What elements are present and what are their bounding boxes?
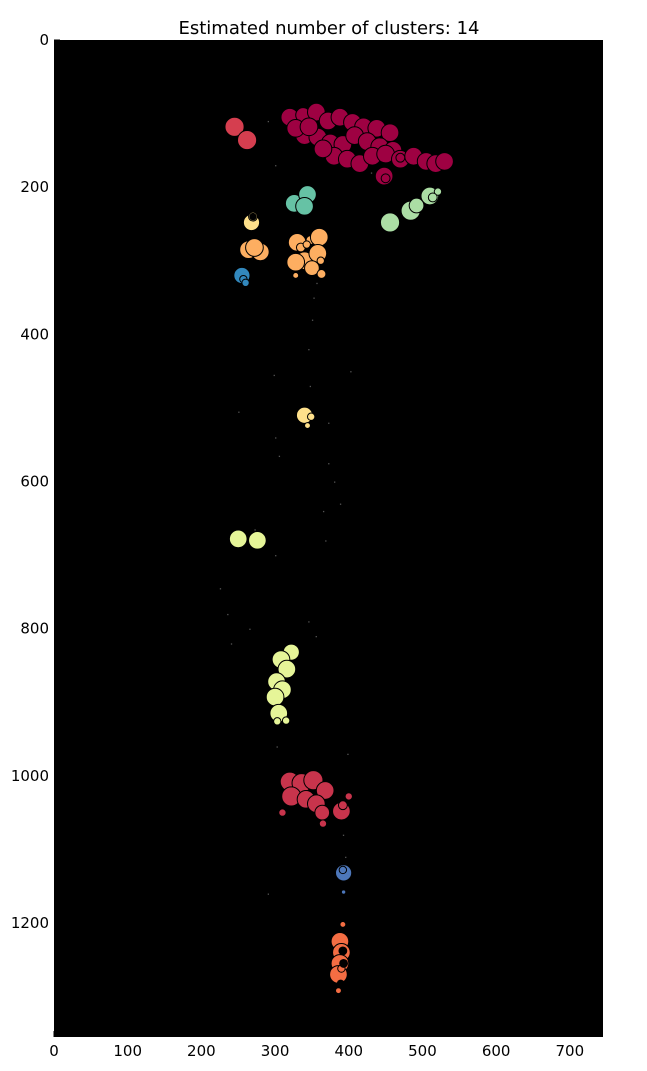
cluster-point <box>248 530 267 550</box>
y-tick-label: 0 <box>39 31 49 49</box>
noise-speckle <box>322 510 325 513</box>
noise-speckle <box>370 172 373 174</box>
cluster-point <box>304 422 311 430</box>
y-tick-label: 1200 <box>11 914 49 932</box>
cluster-point <box>338 865 348 875</box>
y-axis: 0 200 400 600 800 1000 1200 <box>11 31 60 932</box>
cluster-point <box>380 173 391 184</box>
noise-speckle <box>308 621 310 623</box>
noise-speckle <box>334 481 336 483</box>
noise-speckle <box>325 540 327 542</box>
x-tick-label: 500 <box>408 1042 437 1060</box>
core-marker <box>338 946 348 956</box>
cluster-points <box>224 102 454 995</box>
cluster-point <box>316 269 327 279</box>
noise-speckle <box>350 371 352 373</box>
x-tick-label: 700 <box>556 1042 585 1060</box>
cluster-point <box>302 240 311 249</box>
noise-speckle <box>345 856 347 859</box>
x-tick-label: 300 <box>261 1042 290 1060</box>
cluster-point <box>379 212 401 233</box>
cluster-point <box>337 800 348 811</box>
cluster-point <box>339 920 347 928</box>
noise-speckle <box>328 463 330 465</box>
x-tick-label: 100 <box>113 1042 142 1060</box>
y-tick-label: 800 <box>20 620 49 638</box>
noise-speckle <box>339 503 342 505</box>
x-tick-label: 0 <box>49 1042 59 1060</box>
noise-speckle <box>275 165 277 167</box>
noise-speckle <box>254 529 256 531</box>
cluster-point <box>344 792 353 801</box>
noise-speckle <box>313 297 315 299</box>
noise-speckle <box>273 374 275 377</box>
cluster-point <box>304 260 320 276</box>
x-tick-label: 400 <box>334 1042 363 1060</box>
cluster-point <box>316 256 325 265</box>
cluster-point <box>236 129 258 151</box>
cluster-point <box>309 227 329 247</box>
cluster-point <box>224 116 245 137</box>
cluster-point <box>245 238 264 257</box>
core-marker <box>336 979 345 987</box>
cluster-point <box>340 889 347 895</box>
cluster-point <box>281 716 291 725</box>
noise-speckle <box>347 753 349 756</box>
plot-area <box>54 40 603 1037</box>
noise-speckle <box>275 555 277 557</box>
cluster-point <box>286 252 306 272</box>
x-axis: 0 100 200 300 400 500 600 700 <box>49 1031 584 1060</box>
y-tick-label: 400 <box>20 325 49 343</box>
noise-speckles <box>219 120 373 895</box>
noise-speckle <box>311 319 314 321</box>
y-tick-label: 600 <box>20 472 49 490</box>
chart-title: Estimated number of clusters: 14 <box>179 18 480 39</box>
noise-speckle <box>267 893 270 895</box>
x-tick-label: 600 <box>482 1042 511 1060</box>
cluster-point <box>306 412 316 421</box>
cluster-point <box>314 804 331 821</box>
cluster-point <box>433 187 443 196</box>
noise-speckle <box>276 746 278 748</box>
cluster-point <box>292 272 300 279</box>
noise-speckle <box>249 628 251 630</box>
cluster-point <box>313 139 333 159</box>
cluster-point <box>273 717 282 726</box>
noise-speckle <box>309 385 312 388</box>
cluster-point <box>278 808 287 817</box>
cluster-point <box>435 152 454 171</box>
cluster-point <box>295 196 314 216</box>
cluster-point <box>408 197 425 214</box>
noise-speckle <box>308 349 310 351</box>
y-tick-label: 1000 <box>11 767 49 785</box>
noise-speckle <box>316 282 318 285</box>
cluster-point <box>299 117 319 137</box>
cluster-point <box>241 278 250 287</box>
noise-speckle <box>328 422 330 424</box>
cluster-point <box>228 529 248 549</box>
noise-speckle <box>219 588 222 590</box>
noise-speckle <box>278 455 281 458</box>
noise-speckle <box>227 613 229 616</box>
cluster-point <box>277 659 297 679</box>
noise-speckle <box>315 635 317 638</box>
noise-speckle <box>230 643 233 645</box>
cluster-point <box>395 152 406 163</box>
cluster-point <box>427 192 438 203</box>
noise-speckle <box>275 437 277 439</box>
x-tick-label: 200 <box>187 1042 216 1060</box>
noise-speckle <box>238 411 240 413</box>
core-marker <box>249 212 257 221</box>
noise-speckle <box>342 834 345 836</box>
cluster-point <box>265 687 285 707</box>
cluster-point <box>315 781 335 800</box>
core-marker <box>339 958 349 968</box>
y-tick-label: 200 <box>20 178 49 196</box>
cluster-point <box>335 987 342 995</box>
noise-speckle <box>267 120 270 123</box>
cluster-point <box>318 819 328 828</box>
